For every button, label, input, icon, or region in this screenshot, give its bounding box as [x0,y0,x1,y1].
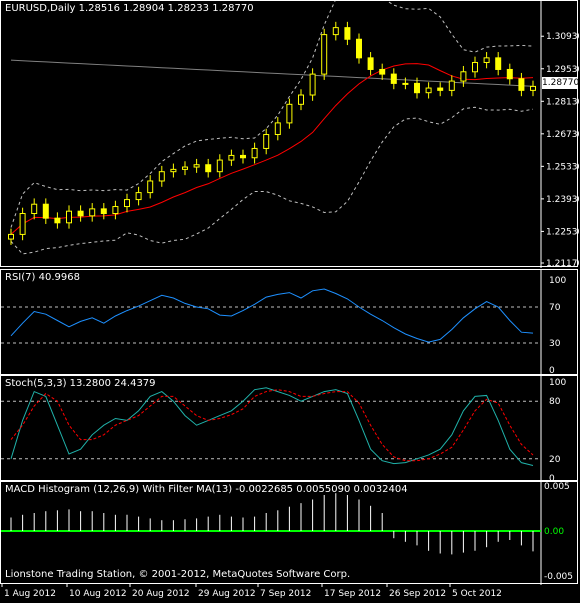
candle-body [193,164,200,168]
macd-pane[interactable]: MACD Histogram (12,26,9) With Filter MA(… [0,481,578,585]
macd-tick-label: 0.005 [544,482,570,492]
price-tick-label: 1.28130 [546,97,579,107]
lower-bollinger-band [10,106,534,255]
candle-body [8,233,14,240]
candle-body [390,73,397,84]
candle-body [367,57,374,70]
rsi-tick-label: 100 [549,276,566,286]
candle-body [506,68,513,80]
price-tick-label: 1.26730 [546,130,579,140]
candle-body [66,210,72,224]
rsi-line [10,288,534,343]
date-tick-label: 20 Aug 2012 [132,589,190,599]
rsi-title: RSI(7) 40.9968 [5,272,80,283]
date-tick-label: 7 Sep 2012 [260,589,311,599]
long-moving-average-line [10,59,534,87]
candle-body [309,73,316,96]
stoch-title: Stoch(5,3,3) 13.2800 24.4379 [5,378,156,389]
rsi-tick-label: 70 [549,303,561,313]
candle-body [170,168,177,173]
date-tick-label: 26 Sep 2012 [389,589,446,599]
macd-tick-label: -0.005 [544,572,573,582]
candle-body [298,94,304,105]
candle-body [379,68,386,75]
candle-body [286,103,293,124]
candle-body [54,217,61,224]
macd-tick-label: 0.00 [544,527,564,537]
date-tick-label: 17 Sep 2012 [324,589,381,599]
candle-body [89,208,96,217]
current-price-tag: 1.28770 [542,77,580,89]
candle-body [332,27,339,36]
stoch-chart: 100 80 20 0 [1,376,566,482]
date-axis: 1 Aug 2012 10 Aug 2012 20 Aug 2012 29 Aug 2… [0,584,578,600]
candle-body [263,134,270,149]
candle-body [321,34,328,75]
candle-body [19,213,26,235]
price-tick-label: 1.22530 [546,227,579,237]
rsi-chart: 100 70 30 0 [1,270,566,376]
price-tick-label: 1.21170 [546,259,579,268]
candle-body [124,199,130,208]
candle-body [112,206,119,215]
candle-body [251,147,258,159]
footer-copyright: Lionstone Trading Station, © 2001-2012, … [5,569,351,580]
candle-body [216,159,223,173]
stoch-tick-label: 20 [549,455,561,465]
candle-body [147,180,154,194]
stoch-tick-label: 80 [549,397,561,407]
candle-body [182,166,188,170]
candle-body [518,78,525,91]
rsi-tick-label: 30 [549,339,561,349]
macd-chart: 0.005 0.00 -0.005 [1,482,573,585]
date-tick-label: 5 Oct 2012 [452,589,502,599]
candle-body [414,82,420,94]
stoch-tick-label: 100 [549,378,566,388]
candle-body [228,154,235,161]
stoch-main-line [10,387,534,467]
price-chart: 1.30930 1.29530 1.28130 1.26730 1.25330 1.239… [8,1,579,268]
candle-body [344,27,351,40]
candle-body [437,87,444,91]
candle-body [402,82,409,85]
candle-body [483,57,490,63]
price-tick-label: 1.30930 [546,32,579,42]
date-tick-label: 29 Aug 2012 [198,589,256,599]
candle-body [100,208,107,215]
candle-body [31,203,38,215]
candle-body [42,203,49,219]
price-tick-label: 1.29530 [546,65,579,75]
candle-body [472,61,478,73]
middle-moving-average-line [10,63,534,235]
stoch-tick-label: 0 [549,474,555,482]
candle-body [356,38,362,59]
candle-body [448,80,455,91]
macd-title: MACD Histogram (12,26,9) With Filter MA(… [5,484,408,495]
date-tick-label: 1 Aug 2012 [4,589,56,599]
upper-bollinger-band [10,1,534,228]
rsi-tick-label: 0 [549,366,555,376]
candle-body [205,164,212,173]
candle-body [158,171,165,182]
stoch-signal-line [10,389,534,462]
price-pane[interactable]: EURUSD,Daily 1.28516 1.28904 1.28233 1.2… [0,0,580,268]
price-chart-title: EURUSD,Daily 1.28516 1.28904 1.28233 1.2… [5,3,254,14]
candle-body [425,87,432,94]
candle-body [495,57,502,70]
candle-body [460,71,467,82]
candle-body [274,122,281,136]
stoch-pane[interactable]: Stoch(5,3,3) 13.2800 24.4379 100 80 20 0 [0,375,578,482]
candle-body [530,85,536,91]
candle-body [135,192,142,201]
price-tick-label: 1.23930 [546,195,579,205]
candle-body [240,154,246,159]
candle-body [77,210,84,217]
price-tick-label: 1.25330 [546,162,579,172]
date-tick-label: 10 Aug 2012 [69,589,127,599]
rsi-pane[interactable]: RSI(7) 40.9968 100 70 30 0 [0,269,578,376]
